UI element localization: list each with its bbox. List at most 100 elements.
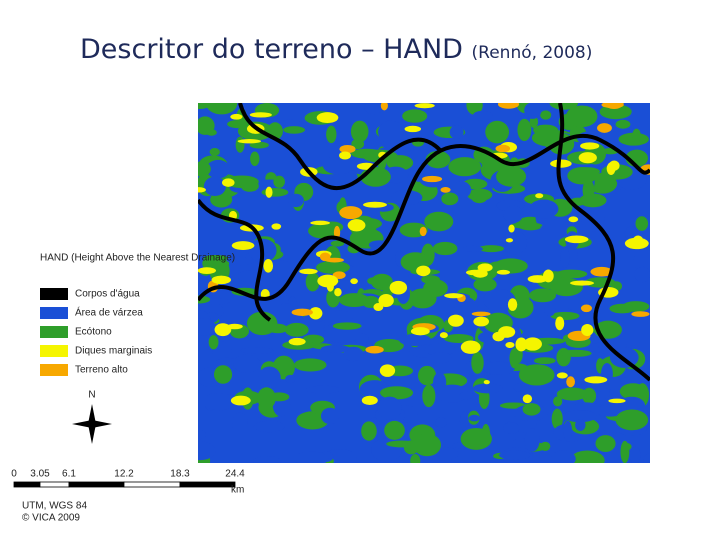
terrain-patch bbox=[553, 396, 563, 407]
terrain-patch bbox=[201, 393, 237, 411]
river bbox=[198, 133, 650, 302]
terrain-patch bbox=[493, 258, 528, 274]
terrain-patch bbox=[620, 440, 630, 463]
terrain-patch bbox=[364, 103, 384, 115]
levee-patch bbox=[198, 267, 217, 274]
terrain-patch bbox=[417, 365, 437, 386]
river bbox=[198, 198, 272, 322]
legend-label: Ecótono bbox=[75, 327, 112, 338]
terrain-patch bbox=[294, 451, 329, 463]
legend-swatch bbox=[40, 307, 68, 319]
levee-patch bbox=[308, 307, 323, 320]
terrain-patch bbox=[350, 120, 369, 143]
terrain-patch bbox=[424, 343, 456, 356]
terrain-patch bbox=[529, 288, 557, 303]
scale-label: 18.3 bbox=[170, 469, 190, 480]
terrain-patch bbox=[516, 278, 526, 287]
levee-patch bbox=[365, 345, 384, 354]
terrain-patch bbox=[549, 103, 579, 110]
legend-swatch bbox=[40, 364, 68, 376]
levee-patch bbox=[363, 201, 387, 208]
terrain-patch bbox=[413, 433, 442, 457]
terrain-patch bbox=[460, 427, 492, 450]
levee-patch bbox=[416, 265, 431, 277]
levee-patch bbox=[334, 288, 342, 297]
levee-patch bbox=[505, 238, 514, 243]
scale-label: 12.2 bbox=[114, 469, 134, 480]
terrain-patch bbox=[378, 120, 404, 144]
terrain-patch bbox=[326, 125, 337, 144]
levee-patch bbox=[505, 342, 515, 348]
levee-patch bbox=[581, 323, 594, 337]
scale-label: 3.05 bbox=[30, 469, 50, 480]
levee-patch bbox=[440, 187, 451, 193]
terrain-patch bbox=[402, 109, 428, 123]
levee-patch bbox=[249, 112, 272, 118]
levee-patch bbox=[222, 178, 235, 187]
levee-patch bbox=[230, 395, 251, 406]
terrain-patch bbox=[522, 403, 541, 416]
levee-patch bbox=[473, 316, 490, 327]
hand-map bbox=[198, 103, 650, 463]
terrain-patch bbox=[322, 155, 355, 175]
levee-patch bbox=[578, 152, 597, 164]
levee-patch bbox=[498, 326, 516, 338]
terrain-patch bbox=[471, 351, 484, 374]
terrain-patch bbox=[250, 151, 260, 167]
terrain-patch bbox=[233, 354, 261, 373]
terrain-patch bbox=[206, 159, 231, 179]
legend-swatch bbox=[40, 345, 68, 357]
slide-title: Descritor do terreno – HAND (Rennó, 2008… bbox=[80, 34, 592, 65]
scale-label: 6.1 bbox=[62, 469, 76, 480]
scale-segment bbox=[179, 481, 236, 488]
scale-segment bbox=[123, 481, 181, 488]
terrain-patch bbox=[595, 404, 625, 417]
terrain-patch bbox=[320, 344, 351, 353]
terrain-patch bbox=[240, 347, 274, 354]
levee-patch bbox=[508, 224, 515, 233]
terrain-patch bbox=[499, 450, 531, 460]
terrain-patch bbox=[332, 322, 362, 330]
terrain-patch bbox=[198, 429, 207, 440]
terrain-patch bbox=[471, 192, 488, 204]
north-label: N bbox=[88, 390, 95, 401]
levee-patch bbox=[414, 103, 435, 109]
levee-patch bbox=[604, 103, 624, 110]
terrain-patch bbox=[551, 408, 563, 430]
levee-patch bbox=[471, 311, 491, 317]
terrain-patch bbox=[283, 126, 306, 134]
terrain-patch bbox=[276, 302, 296, 326]
terrain-patch bbox=[408, 288, 437, 309]
levee-patch bbox=[230, 113, 243, 120]
levee-patch bbox=[339, 151, 352, 160]
terrain-patch bbox=[436, 384, 469, 403]
terrain-patch bbox=[483, 361, 515, 375]
terrain-patch bbox=[595, 435, 616, 453]
levee-patch bbox=[515, 337, 528, 352]
levee-patch bbox=[271, 223, 282, 230]
levee-patch bbox=[226, 323, 243, 330]
terrain-patch bbox=[435, 417, 447, 428]
levee-patch bbox=[347, 219, 366, 232]
terrain-patch bbox=[235, 136, 245, 153]
river bbox=[556, 103, 650, 382]
terrain-patch bbox=[556, 387, 588, 401]
terrain-patch bbox=[281, 119, 301, 127]
levee-patch bbox=[380, 103, 388, 111]
levee-patch bbox=[447, 314, 464, 327]
terrain-patch bbox=[529, 199, 559, 219]
terrain-patch bbox=[629, 446, 641, 463]
citation: (Rennó, 2008) bbox=[471, 43, 593, 63]
terrain-patch bbox=[384, 420, 405, 440]
terrain-patch bbox=[198, 161, 211, 177]
terrain-patch bbox=[503, 205, 524, 224]
terrain-patch bbox=[461, 245, 483, 253]
terrain-patch bbox=[609, 303, 635, 314]
terrain-patch bbox=[567, 167, 597, 185]
terrain-patch bbox=[285, 374, 296, 384]
levee-patch bbox=[444, 293, 464, 299]
levee-patch bbox=[584, 376, 608, 384]
terrain-patch bbox=[575, 419, 586, 431]
